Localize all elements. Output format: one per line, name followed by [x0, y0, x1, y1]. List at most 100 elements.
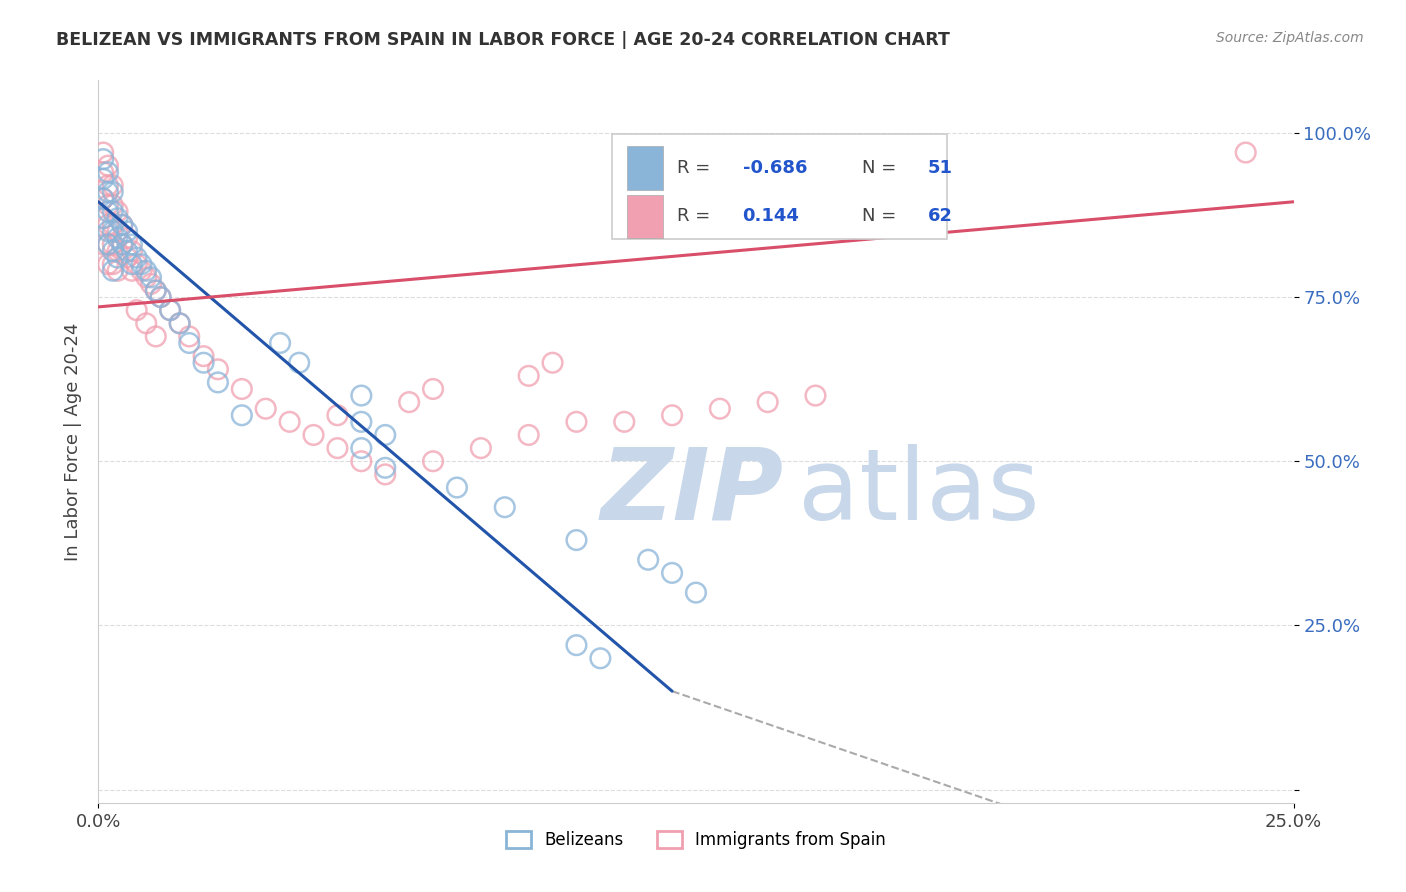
Point — [145, 284, 167, 298]
Point — [278, 415, 301, 429]
Text: Source: ZipAtlas.com: Source: ZipAtlas.com — [1216, 31, 1364, 45]
Point — [101, 198, 124, 212]
Point — [97, 237, 120, 252]
Point — [91, 211, 114, 226]
Point — [101, 257, 124, 271]
Point — [145, 329, 167, 343]
Point — [637, 553, 659, 567]
Point — [115, 251, 138, 265]
Point — [91, 145, 114, 160]
Point — [565, 415, 588, 429]
Point — [107, 251, 129, 265]
Text: atlas: atlas — [797, 443, 1039, 541]
Legend: Belizeans, Immigrants from Spain: Belizeans, Immigrants from Spain — [499, 824, 893, 856]
Point — [101, 218, 124, 232]
Point — [91, 192, 114, 206]
Point — [169, 316, 191, 330]
Point — [139, 270, 162, 285]
Point — [169, 316, 191, 330]
Point — [517, 428, 540, 442]
Point — [97, 165, 120, 179]
Text: 51: 51 — [928, 159, 953, 177]
Point — [91, 171, 114, 186]
Point — [288, 356, 311, 370]
Point — [97, 218, 120, 232]
Y-axis label: In Labor Force | Age 20-24: In Labor Force | Age 20-24 — [63, 322, 82, 561]
Point — [145, 284, 167, 298]
Point — [541, 356, 564, 370]
Point — [125, 257, 148, 271]
Point — [121, 244, 143, 258]
Point — [97, 185, 120, 199]
Point — [269, 336, 291, 351]
Point — [350, 415, 373, 429]
Point — [139, 277, 162, 291]
Text: N =: N = — [862, 159, 903, 177]
Text: ZIP: ZIP — [600, 443, 783, 541]
Point — [398, 395, 420, 409]
Point — [613, 415, 636, 429]
Point — [446, 481, 468, 495]
Point — [101, 204, 124, 219]
Point — [231, 382, 253, 396]
Point — [107, 211, 129, 226]
Text: 62: 62 — [928, 207, 953, 225]
Point — [326, 409, 349, 423]
Point — [101, 244, 124, 258]
Point — [374, 428, 396, 442]
Text: BELIZEAN VS IMMIGRANTS FROM SPAIN IN LABOR FORCE | AGE 20-24 CORRELATION CHART: BELIZEAN VS IMMIGRANTS FROM SPAIN IN LAB… — [56, 31, 950, 49]
Point — [107, 264, 129, 278]
Point — [231, 409, 253, 423]
Point — [131, 257, 153, 271]
Point — [97, 198, 120, 212]
Text: R =: R = — [676, 207, 716, 225]
Point — [135, 316, 157, 330]
FancyBboxPatch shape — [627, 194, 662, 238]
Point — [111, 218, 134, 232]
Point — [97, 237, 120, 252]
Point — [125, 303, 148, 318]
Point — [685, 585, 707, 599]
Point — [804, 388, 827, 402]
Point — [91, 211, 114, 226]
Point — [101, 224, 124, 238]
Text: 0.144: 0.144 — [742, 207, 800, 225]
Point — [121, 257, 143, 271]
Point — [135, 270, 157, 285]
Point — [661, 566, 683, 580]
Point — [97, 178, 120, 193]
Point — [101, 264, 124, 278]
Point — [565, 533, 588, 547]
Point — [517, 368, 540, 383]
Point — [159, 303, 181, 318]
Point — [97, 224, 120, 238]
Point — [565, 638, 588, 652]
Point — [107, 244, 129, 258]
Point — [91, 192, 114, 206]
Point — [149, 290, 172, 304]
Point — [107, 231, 129, 245]
Point — [135, 264, 157, 278]
Text: N =: N = — [862, 207, 903, 225]
Point — [149, 290, 172, 304]
FancyBboxPatch shape — [613, 135, 948, 239]
Point — [97, 204, 120, 219]
Point — [111, 237, 134, 252]
Point — [193, 349, 215, 363]
Point — [589, 651, 612, 665]
Point — [97, 159, 120, 173]
Point — [661, 409, 683, 423]
Point — [179, 336, 201, 351]
Text: -0.686: -0.686 — [742, 159, 807, 177]
Point — [350, 441, 373, 455]
Point — [159, 303, 181, 318]
Point — [422, 382, 444, 396]
Point — [121, 237, 143, 252]
Point — [111, 218, 134, 232]
FancyBboxPatch shape — [627, 146, 662, 190]
Point — [709, 401, 731, 416]
Point — [125, 251, 148, 265]
Point — [207, 362, 229, 376]
Text: R =: R = — [676, 159, 716, 177]
Point — [101, 185, 124, 199]
